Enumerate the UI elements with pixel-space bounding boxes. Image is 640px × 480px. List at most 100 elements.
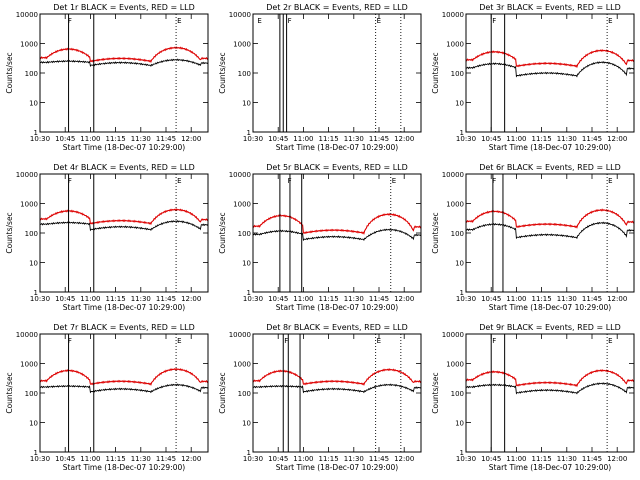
y-tick-label: 1 [34,289,38,297]
flag-label: E [608,17,612,25]
panel-title: Det 7r BLACK = Events, RED = LLD [53,323,195,332]
y-tick-label: 1000 [20,41,38,49]
x-axis-label: Start Time (18-Dec-07 10:29:00) [63,143,185,152]
x-tick-label: 10:45 [481,135,501,143]
plot-frame [465,173,635,293]
series-lld [252,368,422,386]
flag-label: F [284,337,288,345]
x-tick-label: 11:15 [106,295,126,303]
y-axis-label: Counts/sec [218,212,227,253]
x-tick-label: 11:30 [557,295,577,303]
x-tick-label: 11:00 [80,135,100,143]
x-axis-label: Start Time (18-Dec-07 10:29:00) [63,463,185,472]
flag-label: E [377,17,381,25]
panel-title: Det 5r BLACK = Events, RED = LLD [266,163,408,172]
x-tick-label: 11:00 [506,135,526,143]
flag-label: E [392,177,396,185]
x-axis-label: Start Time (18-Dec-07 10:29:00) [489,463,611,472]
x-tick-label: 10:30 [30,455,50,463]
x-tick-label: 11:45 [582,295,602,303]
flag-label: F [492,177,496,185]
x-tick-label: 12:00 [181,135,201,143]
x-tick-label: 11:30 [131,455,151,463]
y-tick-label: 10000 [229,11,251,19]
y-tick-label: 10000 [229,331,251,339]
x-axis-label: Start Time (18-Dec-07 10:29:00) [276,143,398,152]
x-tick-label: 11:15 [319,455,339,463]
plot-frame [39,173,209,293]
x-tick-label: 11:45 [156,455,176,463]
x-tick-label: 12:00 [607,135,627,143]
x-tick-label: 12:00 [181,455,201,463]
x-axis-label: Start Time (18-Dec-07 10:29:00) [489,143,611,152]
x-tick-label: 10:45 [268,295,288,303]
x-tick-label: 11:00 [293,295,313,303]
series-lld [465,208,635,229]
y-axis-label: Counts/sec [431,52,440,93]
y-tick-label: 1000 [446,41,464,49]
x-tick-label: 12:00 [607,455,627,463]
y-axis-label: Counts/sec [5,52,14,93]
plot-frame [39,333,209,453]
panel-det-7: Det 7r BLACK = Events, RED = LLD F E 10:30 1… [5,323,209,472]
x-tick-label: 10:45 [55,455,75,463]
series-lld [465,368,635,388]
x-tick-label: 11:30 [557,455,577,463]
y-axis-label: Counts/sec [5,372,14,413]
flag-label: E [257,17,261,25]
y-tick-label: 1000 [233,361,251,369]
x-tick-label: 10:30 [456,455,476,463]
x-tick-label: 11:45 [156,135,176,143]
y-tick-label: 1 [247,449,251,457]
series-lld [252,212,422,235]
y-axis-label: Counts/sec [218,52,227,93]
y-axis-label: Counts/sec [5,212,14,253]
x-tick-label: 11:15 [106,455,126,463]
y-tick-label: 10000 [229,171,251,179]
y-tick-label: 10 [29,260,38,268]
y-tick-label: 100 [238,70,251,78]
flag-label: E [177,17,181,25]
x-axis-label: Start Time (18-Dec-07 10:29:00) [276,463,398,472]
x-tick-label: 11:45 [582,455,602,463]
y-tick-label: 10 [242,260,251,268]
panel-title: Det 8r BLACK = Events, RED = LLD [266,323,408,332]
y-tick-label: 1 [247,289,251,297]
x-tick-label: 10:45 [55,135,75,143]
x-tick-label: 11:45 [369,135,389,143]
y-tick-label: 10 [455,260,464,268]
flag-label: F [68,177,72,185]
flag-label: F [68,17,72,25]
x-tick-label: 10:30 [456,135,476,143]
x-tick-label: 11:15 [532,455,552,463]
x-tick-label: 10:45 [55,295,75,303]
series-events [39,219,209,232]
y-tick-label: 100 [451,390,464,398]
x-tick-label: 11:45 [156,295,176,303]
x-tick-label: 10:30 [243,135,263,143]
x-axis-label: Start Time (18-Dec-07 10:29:00) [63,303,185,312]
x-tick-label: 11:15 [319,135,339,143]
x-tick-label: 12:00 [394,455,414,463]
series-events [465,221,635,240]
panel-det-2: Det 2r BLACK = Events, RED = LLD E F E 10:30… [218,3,422,152]
flag-label: E [177,177,181,185]
y-tick-label: 100 [25,70,38,78]
x-tick-label: 11:00 [506,295,526,303]
x-tick-label: 12:00 [394,295,414,303]
y-tick-label: 1000 [20,201,38,209]
x-tick-label: 12:00 [607,295,627,303]
y-tick-label: 10 [29,420,38,428]
plot-frame [252,173,422,293]
flag-label: F [68,337,72,345]
x-tick-label: 11:00 [293,135,313,143]
x-tick-label: 10:45 [268,135,288,143]
x-tick-label: 10:30 [243,295,263,303]
x-tick-label: 11:45 [369,295,389,303]
panel-title: Det 3r BLACK = Events, RED = LLD [479,3,621,12]
flag-label: E [608,177,612,185]
flag-label: E [177,337,181,345]
